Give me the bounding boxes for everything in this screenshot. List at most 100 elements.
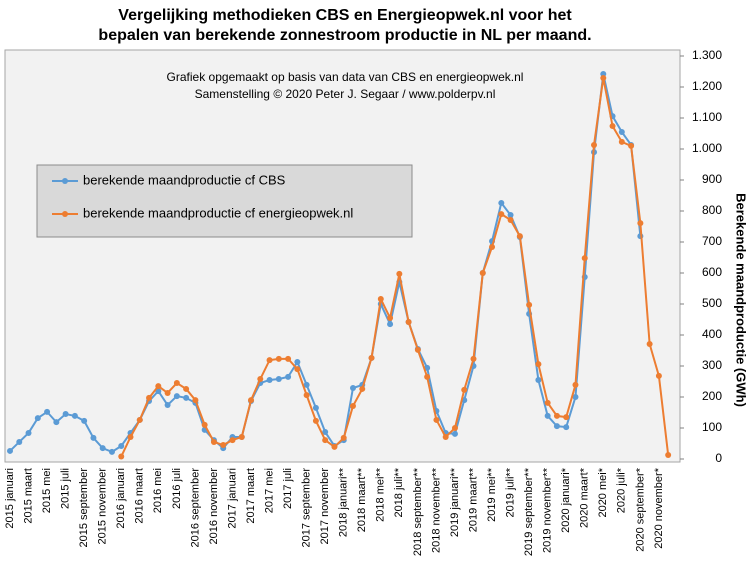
annotation: Grafiek opgemaakt op basis van data van …: [167, 70, 524, 84]
data-point: [628, 142, 635, 149]
y-tick-label: 200: [702, 389, 722, 403]
y-tick-label: 600: [702, 265, 722, 279]
data-point: [155, 383, 162, 390]
data-point: [220, 442, 227, 449]
data-point: [164, 389, 171, 396]
data-point: [387, 314, 394, 321]
data-point: [535, 376, 542, 383]
data-point: [127, 433, 134, 440]
data-point: [498, 211, 505, 218]
data-point: [118, 442, 125, 449]
x-tick-label: 2015 mei: [41, 468, 53, 513]
x-tick-label: 2019 november**: [542, 467, 554, 553]
data-point: [396, 270, 403, 277]
data-point: [53, 419, 60, 426]
data-point: [62, 411, 69, 418]
y-tick-label: 1.000: [692, 141, 722, 155]
data-point: [618, 128, 625, 135]
data-point: [507, 212, 514, 219]
data-point: [470, 355, 477, 362]
x-tick-label: 2015 september: [78, 468, 90, 548]
legend-label: berekende maandproductie cf CBS: [83, 172, 286, 187]
x-tick-label: 2015 maart: [22, 468, 34, 524]
data-point: [581, 255, 588, 262]
data-point: [183, 394, 190, 401]
y-tick-label: 500: [702, 296, 722, 310]
data-point: [7, 447, 13, 454]
data-point: [331, 443, 338, 450]
data-point: [563, 414, 570, 421]
x-tick-label: 2020 juli*: [616, 467, 628, 513]
annotation: Samenstelling © 2020 Peter J. Segaar / w…: [195, 87, 496, 101]
data-point: [618, 138, 625, 145]
legend-label: berekende maandproductie cf energieopwek…: [83, 205, 353, 220]
y-tick-label: 800: [702, 203, 722, 217]
data-point: [451, 430, 458, 437]
data-point: [257, 376, 264, 383]
data-point: [312, 404, 319, 411]
x-tick-label: 2015 november: [97, 468, 109, 545]
data-point: [303, 392, 310, 399]
data-point: [322, 429, 329, 436]
data-point: [266, 357, 273, 364]
data-point: [275, 376, 282, 383]
data-point: [322, 437, 329, 444]
data-point: [349, 402, 356, 409]
y-tick-label: 0: [715, 451, 722, 465]
data-point: [81, 417, 88, 424]
data-point: [229, 437, 236, 444]
y-tick-label: 1.200: [692, 79, 722, 93]
data-point: [600, 75, 607, 82]
data-point: [146, 394, 153, 401]
data-point: [183, 385, 190, 392]
data-point: [553, 423, 560, 430]
x-tick-label: 2018 maart**: [356, 467, 368, 532]
x-tick-label: 2018 mei**: [375, 467, 387, 522]
data-point: [294, 358, 301, 365]
data-point: [563, 424, 570, 431]
y-tick-label: 900: [702, 172, 722, 186]
data-point: [71, 412, 78, 419]
data-point: [442, 433, 449, 440]
x-tick-label: 2018 januari**: [338, 467, 350, 537]
y-tick-label: 700: [702, 234, 722, 248]
data-point: [90, 434, 97, 441]
data-point: [108, 448, 115, 455]
data-point: [173, 380, 180, 387]
data-point: [461, 386, 468, 393]
data-point: [359, 385, 366, 392]
data-point: [201, 421, 208, 428]
x-tick-label: 2016 mei: [152, 468, 164, 513]
data-point: [266, 376, 273, 383]
data-point: [312, 417, 319, 424]
data-point: [349, 385, 356, 392]
data-point: [544, 412, 551, 419]
y-tick-label: 1.300: [692, 48, 722, 62]
data-point: [637, 220, 644, 227]
x-tick-label: 2019 september**: [523, 467, 535, 556]
x-tick-label: 2016 september: [189, 468, 201, 548]
data-point: [16, 438, 23, 445]
data-point: [303, 381, 310, 388]
data-point: [655, 372, 662, 379]
data-point: [498, 199, 505, 206]
x-tick-label: 2020 januari*: [560, 467, 572, 533]
data-point: [665, 451, 672, 458]
y-tick-label: 300: [702, 358, 722, 372]
data-point: [424, 373, 431, 380]
plot-area: [4, 49, 681, 463]
x-tick-label: 2019 mei**: [486, 467, 498, 522]
data-point: [285, 355, 292, 362]
data-point: [507, 216, 514, 223]
x-tick-label: 2015 juli: [60, 468, 72, 509]
data-point: [591, 141, 598, 148]
x-tick-label: 2017 januari: [226, 468, 238, 529]
data-point: [275, 355, 282, 362]
data-point: [414, 346, 421, 353]
x-tick-label: 2020 maart*: [579, 467, 591, 528]
y-tick-label: 1.100: [692, 110, 722, 124]
x-tick-label: 2019 maart**: [467, 467, 479, 532]
data-point: [210, 438, 217, 445]
data-point: [248, 397, 255, 404]
